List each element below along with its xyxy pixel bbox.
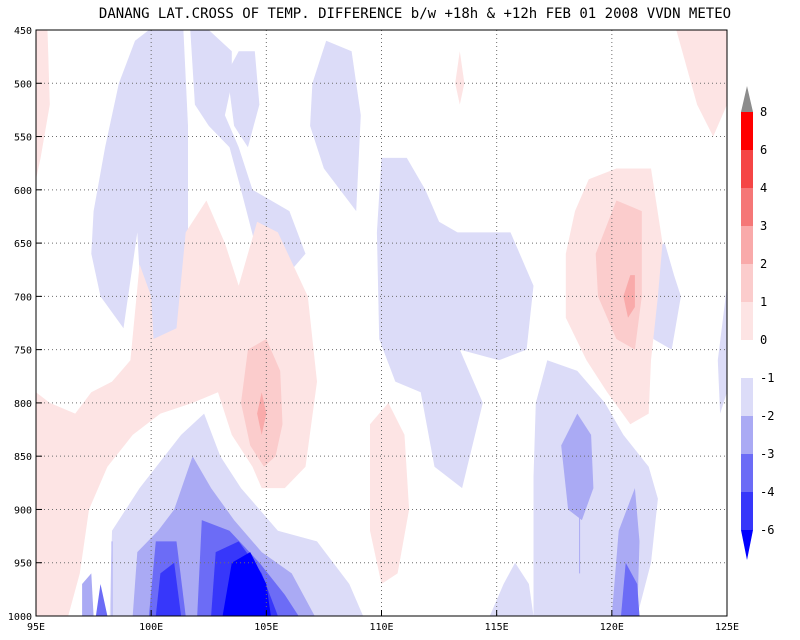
- colorbar-warm-swatch-1: [741, 264, 753, 302]
- y-tick-label: 650: [14, 239, 32, 250]
- chart-title: DANANG LAT.CROSS OF TEMP. DIFFERENCE b/w…: [99, 6, 731, 22]
- y-tick-label: 600: [14, 186, 32, 197]
- colorbar-overflow-triangle: [741, 86, 753, 112]
- colorbar-cool-label: -4: [760, 485, 774, 499]
- contour-region-7: [717, 285, 727, 414]
- contour-region-12: [82, 573, 94, 616]
- axis-ticks: 95E 100E 105E 110E 115E 120E 125E 450 500 550 600 6…: [8, 26, 739, 633]
- y-tick-label: 450: [14, 26, 32, 37]
- colorbar-warm-swatch-2: [741, 226, 753, 264]
- colorbar-warm-label: 0: [760, 333, 767, 347]
- colorbar-warm-swatch-3: [741, 188, 753, 226]
- colorbar-cool-swatch-0: [741, 378, 753, 416]
- colorbar-warm-label: 2: [760, 257, 767, 271]
- colorbar-warm-label: 6: [760, 143, 767, 157]
- contour-region-17: [95, 584, 108, 616]
- contour-region-23: [36, 200, 317, 616]
- colorbar-warm-swatch-4: [741, 150, 753, 188]
- contour-region-22: [36, 30, 50, 180]
- x-tick-label: 125E: [715, 622, 739, 633]
- contour-region-18: [621, 562, 640, 616]
- colorbar-cool-label: -1: [760, 371, 774, 385]
- colorbar-warm-label: 4: [760, 181, 767, 195]
- colorbar-warm-swatch-5: [741, 112, 753, 150]
- x-tick-label: 115E: [485, 622, 509, 633]
- colorbar-cool-label: -6: [760, 523, 774, 537]
- colorbar-cool-swatch-3: [741, 492, 753, 530]
- contour-region-30: [257, 392, 267, 435]
- y-tick-label: 500: [14, 79, 32, 90]
- contour-region-3: [227, 51, 260, 148]
- contour-region-26: [455, 51, 465, 105]
- y-tick-label: 700: [14, 292, 32, 303]
- colorbar-underflow-triangle: [741, 530, 753, 560]
- contour-region-5: [376, 157, 534, 489]
- y-tick-label: 1000: [8, 612, 32, 623]
- contour-region-27: [676, 30, 727, 137]
- y-tick-label: 800: [14, 399, 32, 410]
- contour-region-1: [91, 30, 188, 361]
- x-tick-label: 95E: [27, 622, 45, 633]
- x-tick-label: 100E: [139, 622, 163, 633]
- contour-region-19: [155, 562, 182, 616]
- y-tick-label: 900: [14, 505, 32, 516]
- y-tick-label: 850: [14, 452, 32, 463]
- contour-region-21: [222, 552, 271, 616]
- colorbar-cool-label: -3: [760, 447, 774, 461]
- contour-region-13: [561, 413, 594, 521]
- contour-regions: [36, 30, 727, 616]
- contour-region-2: [190, 30, 306, 276]
- x-tick-label: 105E: [254, 622, 278, 633]
- y-tick-label: 750: [14, 346, 32, 357]
- contour-region-31: [623, 275, 635, 318]
- contour-region-10: [489, 562, 534, 616]
- colorbar-warm-label: 1: [760, 295, 767, 309]
- y-tick-label: 550: [14, 133, 32, 144]
- contour-region-24: [370, 402, 410, 584]
- colorbar-cool-label: -2: [760, 409, 774, 423]
- x-tick-label: 110E: [369, 622, 393, 633]
- x-tick-label: 120E: [600, 622, 624, 633]
- y-tick-label: 950: [14, 559, 32, 570]
- grid-lines: [36, 30, 727, 616]
- colorbar-cool-swatch-1: [741, 416, 753, 454]
- colorbar: 0 1 2 3 4 6 8 -1 -2 -3 -4 -6: [741, 86, 774, 560]
- colorbar-warm-label: 8: [760, 105, 767, 119]
- colorbar-warm-swatch-0: [741, 302, 753, 340]
- colorbar-warm-label: 3: [760, 219, 767, 233]
- colorbar-cool-swatch-2: [741, 454, 753, 492]
